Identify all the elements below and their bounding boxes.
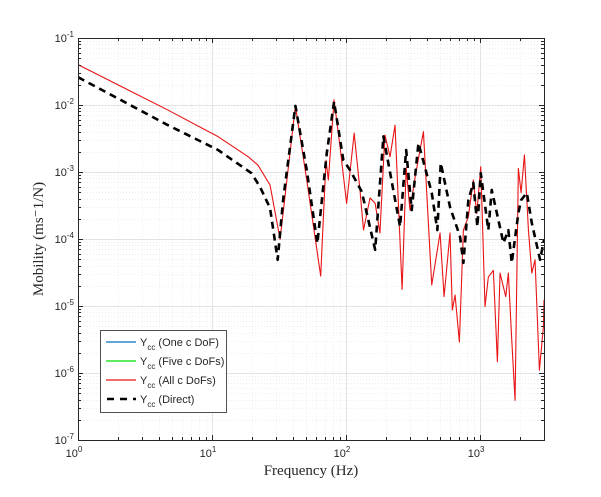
x-tick-label: 101	[200, 445, 217, 460]
y-tick-label: 10-5	[55, 298, 75, 313]
series-layer	[78, 64, 544, 401]
x-tick-label: 103	[468, 445, 485, 460]
legend-label-2: Ycc (All c DoFs)	[140, 375, 216, 390]
legend-label-3: Ycc (Direct)	[140, 394, 194, 409]
y-axis-label: Mobility (ms⁻1/N)	[31, 182, 47, 296]
x-axis-label: Frequency (Hz)	[264, 463, 359, 479]
y-tick-label: 10-2	[55, 97, 75, 112]
y-tick-label: 10-1	[55, 30, 75, 45]
series-line-3	[78, 76, 544, 265]
y-tick-label: 10-7	[55, 432, 75, 447]
legend-label-0: Ycc (One c DoF)	[140, 337, 219, 352]
axis-ticks	[78, 38, 545, 441]
x-tick-label: 102	[334, 445, 351, 460]
y-tick-label: 10-3	[55, 164, 75, 179]
x-tick-labels: 100 101 102 103	[66, 445, 485, 460]
y-tick-label: 10-4	[55, 231, 75, 246]
legend: Ycc (One c DoF) Ycc (Five c DoFs) Ycc (All…	[100, 330, 227, 413]
y-tick-label: 10-6	[55, 365, 75, 380]
y-tick-labels: 10-7 10-6 10-5 10-4 10-3 10-2 10-1	[55, 30, 75, 447]
x-tick-label: 100	[66, 445, 83, 460]
series-line-2	[78, 64, 544, 401]
legend-label-1: Ycc (Five c DoFs)	[140, 356, 224, 371]
